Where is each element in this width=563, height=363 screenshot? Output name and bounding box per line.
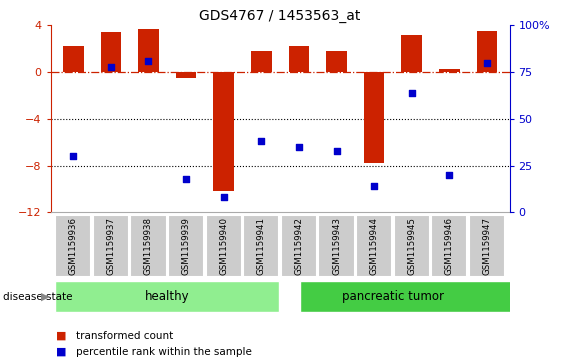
- Point: [219, 195, 228, 200]
- FancyBboxPatch shape: [469, 215, 505, 277]
- Point: [407, 90, 416, 95]
- Text: healthy: healthy: [145, 290, 190, 303]
- Text: percentile rank within the sample: percentile rank within the sample: [76, 347, 252, 357]
- Bar: [477, 31, 497, 72]
- Point: [482, 60, 491, 66]
- FancyBboxPatch shape: [131, 215, 167, 277]
- Text: pancreatic tumor: pancreatic tumor: [342, 290, 444, 303]
- FancyBboxPatch shape: [55, 281, 279, 312]
- Text: GSM1159946: GSM1159946: [445, 217, 454, 275]
- FancyBboxPatch shape: [319, 215, 355, 277]
- Point: [294, 144, 303, 150]
- Point: [445, 172, 454, 178]
- Title: GDS4767 / 1453563_at: GDS4767 / 1453563_at: [199, 9, 361, 23]
- Point: [332, 148, 341, 154]
- Text: GSM1159944: GSM1159944: [370, 217, 379, 275]
- Point: [181, 176, 190, 182]
- Text: GSM1159939: GSM1159939: [181, 217, 190, 275]
- Bar: [326, 51, 347, 72]
- FancyBboxPatch shape: [394, 215, 430, 277]
- Bar: [289, 46, 309, 72]
- Text: GSM1159941: GSM1159941: [257, 217, 266, 275]
- Bar: [439, 69, 459, 72]
- FancyBboxPatch shape: [300, 281, 524, 312]
- Bar: [138, 29, 159, 72]
- Bar: [213, 72, 234, 191]
- Text: GSM1159940: GSM1159940: [219, 217, 228, 275]
- Text: GSM1159942: GSM1159942: [294, 217, 303, 275]
- Point: [106, 64, 115, 69]
- FancyBboxPatch shape: [243, 215, 279, 277]
- Text: GSM1159937: GSM1159937: [106, 217, 115, 275]
- Text: GSM1159947: GSM1159947: [482, 217, 491, 275]
- Point: [69, 153, 78, 159]
- FancyBboxPatch shape: [55, 215, 91, 277]
- Text: GSM1159936: GSM1159936: [69, 217, 78, 275]
- Bar: [176, 72, 196, 78]
- Bar: [251, 51, 271, 72]
- Point: [257, 138, 266, 144]
- FancyBboxPatch shape: [356, 215, 392, 277]
- FancyBboxPatch shape: [281, 215, 317, 277]
- Text: GSM1159938: GSM1159938: [144, 217, 153, 275]
- Text: transformed count: transformed count: [76, 331, 173, 341]
- Bar: [101, 32, 121, 72]
- Bar: [364, 72, 385, 163]
- Point: [370, 183, 379, 189]
- Text: ▶: ▶: [41, 291, 50, 302]
- Text: ■: ■: [56, 331, 67, 341]
- Text: GSM1159943: GSM1159943: [332, 217, 341, 275]
- Text: ■: ■: [56, 347, 67, 357]
- Bar: [63, 46, 83, 72]
- Text: GSM1159945: GSM1159945: [407, 217, 416, 275]
- FancyBboxPatch shape: [168, 215, 204, 277]
- FancyBboxPatch shape: [93, 215, 129, 277]
- Bar: [401, 35, 422, 72]
- Point: [144, 58, 153, 64]
- FancyBboxPatch shape: [431, 215, 467, 277]
- Text: disease state: disease state: [3, 291, 72, 302]
- FancyBboxPatch shape: [205, 215, 242, 277]
